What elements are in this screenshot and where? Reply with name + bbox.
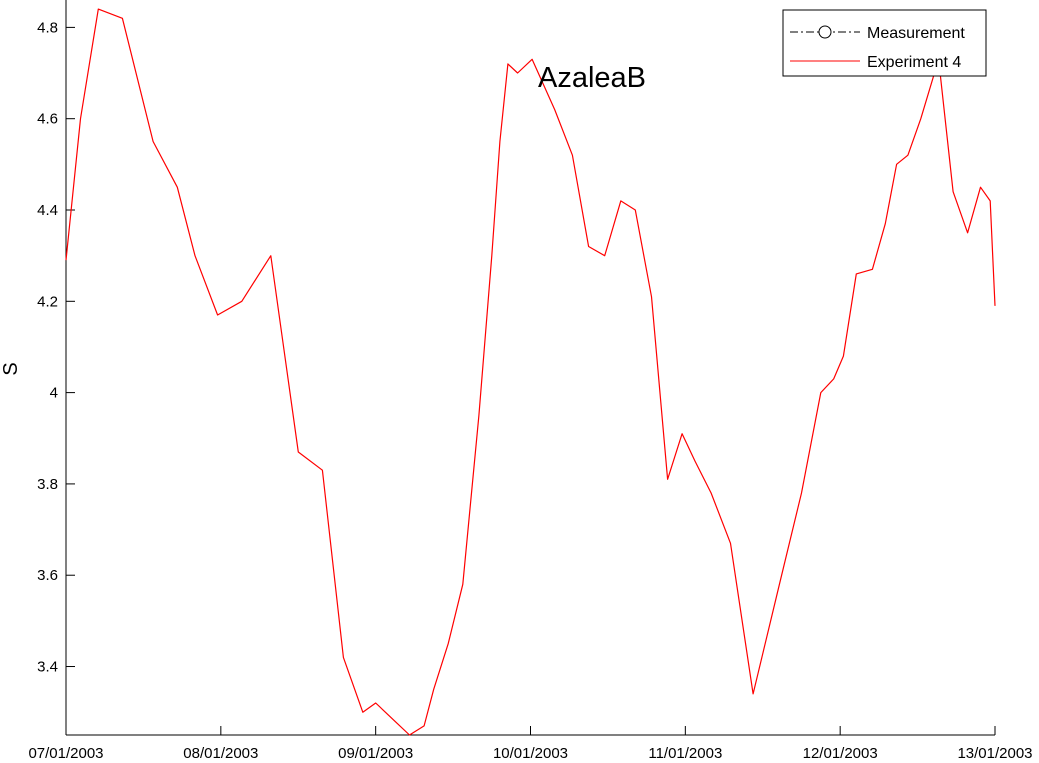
legend-measurement-marker: [818, 25, 832, 39]
y-tick-label: 4.6: [37, 111, 58, 128]
x-tick-label: 07/01/2003: [28, 745, 103, 762]
x-tick-label: 09/01/2003: [338, 745, 413, 762]
y-tick-label: 4.2: [37, 293, 58, 310]
y-tick-label: 3.4: [37, 659, 58, 676]
x-tick-label: 11/01/2003: [648, 745, 722, 762]
x-tick-label: 12/01/2003: [803, 745, 878, 762]
series-line-experiment-4: [65, 8, 996, 736]
legend-box: [782, 9, 987, 77]
chart-title: AzaleaB: [538, 62, 646, 94]
x-ticks: 07/01/2003 08/01/2003 09/01/2003 10/01/2003…: [28, 726, 1033, 762]
legend: Measurement Experiment 4: [782, 9, 987, 77]
series-layer: [65, 8, 996, 736]
y-ticks: 3.4 3.6 3.8 4 4.2 4.4 4.6 4.8: [37, 19, 75, 676]
axes: [65, 0, 995, 736]
y-tick-label: 3.6: [37, 567, 58, 584]
legend-experiment-label: Experiment 4: [867, 54, 961, 71]
x-tick-label: 08/01/2003: [183, 745, 258, 762]
y-tick-label: 4.8: [37, 19, 58, 36]
y-tick-label: 4: [50, 385, 58, 402]
x-tick-label: 10/01/2003: [493, 745, 568, 762]
x-tick-label: 13/01/2003: [957, 745, 1032, 762]
y-axis-label: S: [0, 362, 22, 375]
legend-measurement-label: Measurement: [867, 25, 965, 42]
y-tick-label: 4.4: [37, 202, 58, 219]
y-tick-label: 3.8: [37, 476, 58, 493]
